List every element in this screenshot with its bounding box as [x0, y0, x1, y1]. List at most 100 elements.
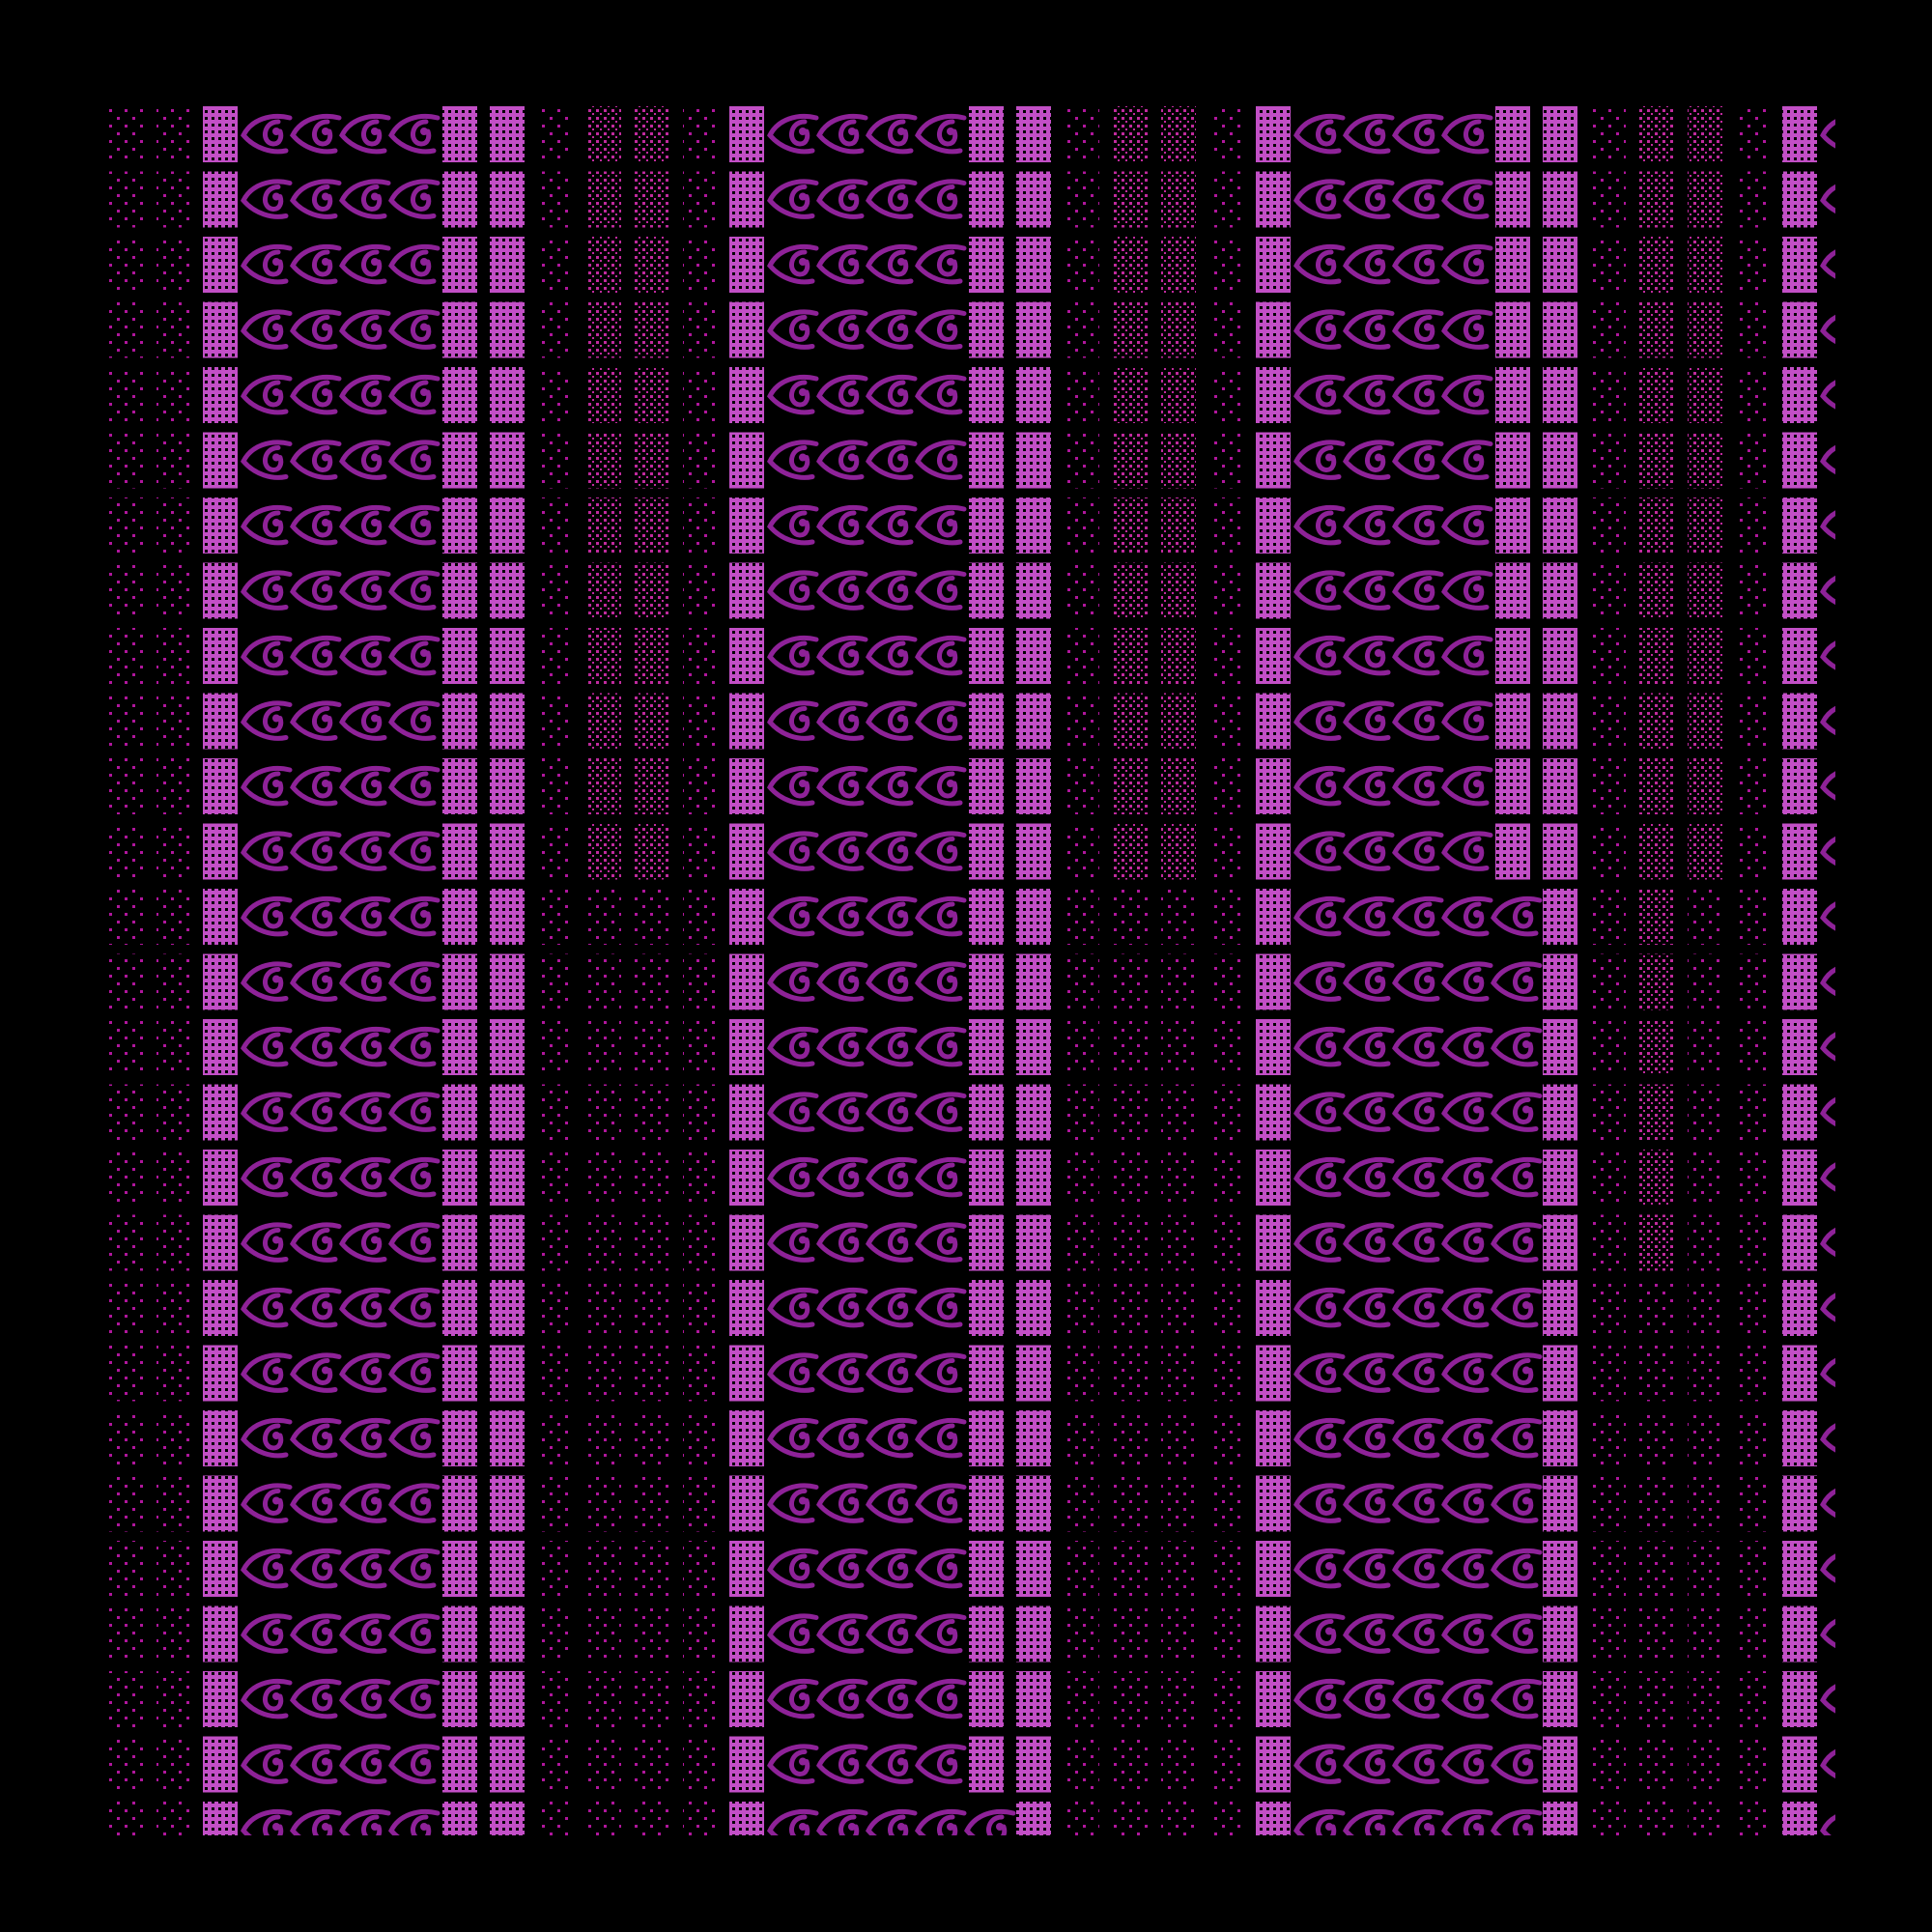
eye-iris	[1365, 771, 1386, 799]
eye-icon	[915, 309, 967, 350]
eye-pupil	[1375, 1105, 1382, 1114]
eye-iris	[263, 706, 284, 734]
eye-icon	[1872, 1747, 1918, 1781]
eye-icon	[1491, 1352, 1543, 1393]
eye-iris	[789, 445, 810, 473]
eye-iris	[838, 1814, 860, 1835]
dotted-tile	[1639, 1736, 1674, 1793]
dotted-tile	[1161, 758, 1196, 814]
eye-icon	[1820, 1748, 1835, 1778]
eye-icon	[241, 1483, 293, 1523]
solid-tile	[1016, 237, 1051, 293]
dotted-tile	[60, 1606, 95, 1662]
eye-icon	[1343, 374, 1395, 415]
eye-outline	[241, 765, 293, 807]
eye-iris	[1414, 706, 1435, 734]
eye-icon	[816, 1026, 868, 1067]
eye-outline	[1491, 1548, 1543, 1589]
eye-iris	[1316, 249, 1337, 277]
eye-outline	[1392, 179, 1444, 219]
eye-icon	[1441, 243, 1493, 285]
solid-tile	[442, 1345, 477, 1402]
dotted-tile	[635, 1214, 669, 1271]
eye-outline	[1392, 895, 1444, 937]
eye-iris	[888, 1228, 909, 1256]
eye-icon	[1872, 312, 1918, 347]
eye-icon	[1293, 1808, 1346, 1835]
eye-pupil	[897, 649, 905, 657]
eye-iris	[1316, 315, 1337, 343]
eye-pupil	[1852, 324, 1860, 331]
eye-icon	[339, 113, 391, 155]
solid-tile	[490, 1736, 525, 1793]
eye-pupil	[322, 1432, 329, 1439]
eye-iris	[888, 1684, 909, 1712]
eye-pupil	[272, 1627, 280, 1635]
eye-iris	[789, 1423, 810, 1451]
eye-outline	[339, 1483, 391, 1523]
eye-icon	[1820, 314, 1860, 344]
solid-tile	[490, 1671, 525, 1727]
dotted-tile	[60, 367, 95, 423]
eye-icon	[339, 1352, 391, 1393]
eye-outline	[1343, 113, 1395, 155]
eye-outline	[1921, 964, 1932, 999]
eye-pupil	[322, 649, 329, 657]
eye-outline	[1343, 1092, 1395, 1132]
eye-outline	[816, 179, 868, 219]
eye-iris	[1316, 1423, 1337, 1451]
eye-outline	[1392, 1483, 1444, 1523]
eye-iris	[1893, 122, 1909, 144]
eye-icon	[767, 1352, 819, 1393]
solid-tile	[1016, 1802, 1051, 1835]
eye-pupil	[371, 519, 379, 526]
eye-outline	[1293, 961, 1346, 1002]
dotted-tile	[635, 758, 669, 814]
solid-tile	[490, 106, 525, 162]
eye-icon	[915, 1808, 967, 1835]
eye-iris	[838, 119, 860, 147]
eye-pupil	[1852, 976, 1860, 983]
eye-pupil	[272, 1301, 280, 1309]
eye-pupil	[1852, 1040, 1860, 1048]
dotted-tile	[1209, 1410, 1244, 1466]
eye-iris	[1893, 1556, 1909, 1578]
eye-outline	[767, 1808, 819, 1835]
dotted-tile	[1591, 889, 1626, 945]
eye-outline	[1293, 1548, 1346, 1589]
dotted-tile	[60, 1671, 95, 1727]
solid-tile	[203, 823, 238, 880]
eye-pupil	[848, 910, 856, 918]
eye-outline	[1293, 504, 1346, 546]
dotted-tile	[60, 497, 95, 554]
dotted-tile	[1065, 823, 1099, 880]
solid-tile	[969, 889, 1004, 945]
eye-pupil	[322, 1562, 329, 1570]
eye-outline	[1820, 1423, 1835, 1453]
eye-pupil	[322, 1236, 329, 1244]
solid-tile	[490, 889, 525, 945]
eye-iris	[838, 1358, 860, 1386]
eye-icon	[1820, 1293, 1835, 1322]
dotted-tile	[1591, 693, 1626, 750]
eye-outline	[339, 1156, 391, 1198]
solid-tile	[442, 1150, 477, 1206]
dotted-tile	[683, 1084, 718, 1141]
solid-tile	[1543, 301, 1577, 358]
eye-iris	[1844, 1492, 1860, 1514]
eye-icon	[241, 1287, 293, 1328]
eye-icon	[866, 179, 918, 219]
solid-tile	[1256, 628, 1291, 684]
solid-tile	[1543, 889, 1577, 945]
eye-iris	[1365, 445, 1386, 473]
eye-icon	[1491, 1092, 1543, 1132]
eye-icon	[1491, 1417, 1543, 1459]
eye-outline	[816, 440, 868, 480]
eye-icon	[1872, 442, 1918, 477]
solid-tile	[203, 432, 238, 489]
eye-pupil	[322, 1040, 329, 1048]
dotted-tile	[60, 1346, 95, 1402]
eye-icon	[241, 831, 293, 871]
eye-outline	[1820, 966, 1835, 996]
eye-icon	[1392, 765, 1444, 807]
